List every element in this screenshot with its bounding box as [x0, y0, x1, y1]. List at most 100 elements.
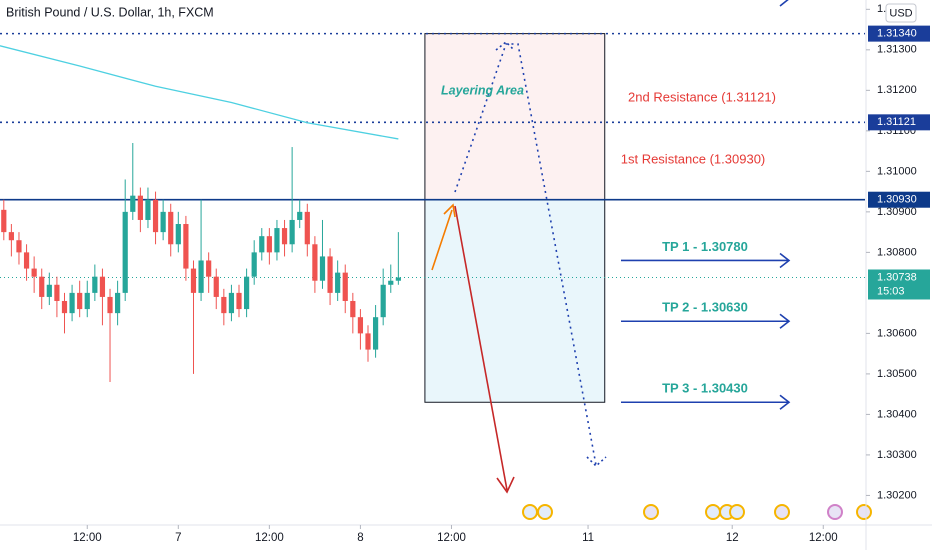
candle-body: [16, 240, 22, 253]
blue-projection-head: [586, 456, 607, 468]
candle-body: [23, 252, 30, 269]
candle-body: [84, 292, 90, 310]
currency: USD: [889, 7, 912, 19]
candle-body: [31, 268, 37, 277]
candle-body: [251, 252, 257, 277]
orange-arrow-head: [443, 203, 456, 218]
candle-body: [46, 284, 52, 297]
orange-arrow: [431, 209, 453, 271]
candle-body: [61, 300, 68, 314]
x-tick-label: 12:00: [437, 532, 466, 544]
y-tick-label: 1.30400: [877, 408, 917, 420]
candle-body: [342, 272, 348, 301]
candle-body: [274, 228, 280, 253]
candle-body: [175, 224, 181, 245]
offscreen-arrow: [779, 0, 789, 7]
candle-body: [183, 224, 189, 269]
candle-body: [380, 284, 386, 318]
economic-events: [522, 504, 872, 520]
candles: [1, 142, 401, 383]
y-tick-label: 1.31000: [877, 165, 917, 177]
candle-body: [130, 195, 136, 212]
event-flag: [537, 504, 553, 520]
candle-body: [228, 292, 235, 314]
candle-body: [92, 276, 98, 293]
overlay: Layering Area 2nd Resistance (1.31121) 1…: [431, 0, 791, 494]
candle-body: [152, 199, 159, 233]
target-arrow-head: [779, 252, 791, 269]
level-price-box: [868, 25, 930, 42]
candle-body: [160, 211, 166, 233]
candle-body: [259, 236, 265, 253]
candle-body: [357, 317, 364, 334]
target-arrow-head: [779, 394, 791, 410]
candle-body: [198, 260, 204, 293]
y-tick-label: 1.30900: [877, 206, 917, 218]
candle-body: [281, 228, 288, 245]
level-price-label: 1.31121: [877, 116, 916, 128]
target-arrow-head: [779, 313, 791, 329]
red-arrow-head: [496, 476, 515, 494]
event-flag: [827, 504, 843, 520]
candle-body: [236, 292, 242, 310]
candle-body: [54, 284, 60, 301]
event-flag: [729, 504, 745, 520]
y-tick-label: 1.30600: [877, 327, 917, 339]
zones: [424, 33, 606, 403]
candle-body: [388, 280, 394, 285]
x-tick-label: 12:00: [73, 532, 102, 544]
y-tick-label: 1.30500: [877, 368, 917, 380]
candle-body: [304, 211, 310, 245]
candle-body: [297, 211, 303, 220]
x-tick-label: 12: [726, 532, 739, 544]
level-price-box: [868, 191, 930, 208]
x-tick-label: 8: [357, 532, 363, 544]
candle-body: [395, 277, 401, 281]
candle-body: [8, 232, 14, 241]
candle-body: [319, 256, 326, 281]
last-price-label: 1.30738: [877, 271, 917, 283]
candle-body: [244, 276, 250, 310]
zone-outline: [424, 33, 606, 403]
candle-body: [365, 333, 371, 350]
candle-body: [137, 195, 143, 220]
chart-title: British Pound / U.S. Dollar, 1h, FXCM: [6, 5, 214, 19]
candle-body: [190, 268, 197, 293]
resistance-label: 2nd Resistance (1.31121): [628, 89, 776, 104]
event-flag: [522, 504, 538, 520]
level-price-box: [868, 114, 930, 131]
candle-body: [145, 199, 151, 220]
zone: [424, 33, 605, 200]
y-tick-label: 1.30300: [877, 449, 917, 461]
candle-body: [99, 276, 106, 297]
target-label: TP 2 - 1.30630: [662, 300, 748, 315]
blue-projection: [454, 43, 597, 466]
event-flag: [643, 504, 659, 520]
x-tick-label: 11: [582, 532, 594, 544]
y-tick-label: 1.31200: [877, 84, 917, 96]
candle-body: [1, 209, 7, 233]
candle-body: [206, 260, 212, 277]
target-label: TP 1 - 1.30780: [662, 239, 748, 254]
red-arrow: [454, 205, 508, 491]
candle-body: [213, 276, 219, 297]
level-price-label: 1.30930: [877, 194, 917, 206]
y-tick-label: 1.30200: [877, 489, 917, 501]
zone: [424, 199, 605, 403]
candle-body: [69, 292, 75, 314]
event-flag: [856, 504, 872, 520]
last-price-box: [868, 269, 930, 300]
y-tick-label: 1.30800: [877, 246, 917, 258]
event-flag: [705, 504, 721, 520]
candle-body: [77, 292, 83, 310]
candle-body: [122, 211, 128, 293]
candle-body: [221, 296, 227, 314]
level-price-label: 1.31340: [877, 28, 917, 40]
candle-body: [312, 244, 318, 281]
currency-box: [885, 3, 917, 23]
resistance-label: 1st Resistance (1.30930): [621, 151, 766, 166]
levels: [0, 32, 865, 278]
blue-projection-top: [495, 40, 515, 51]
x-tick-label: 12:00: [255, 532, 284, 544]
